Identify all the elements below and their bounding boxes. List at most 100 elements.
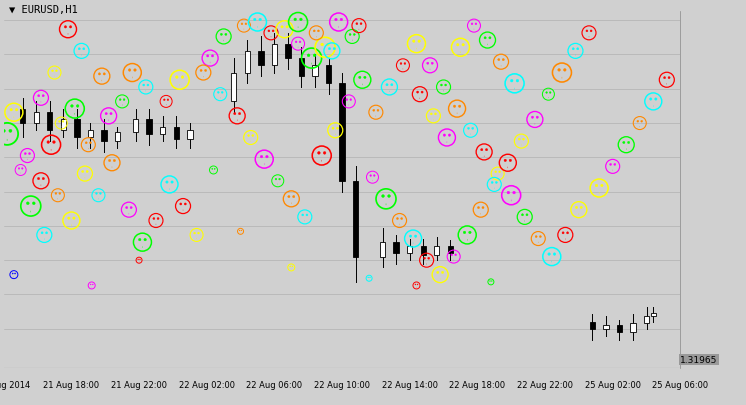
Bar [353,181,358,257]
Bar [421,246,426,255]
Ellipse shape [507,192,510,194]
Ellipse shape [167,100,169,101]
Bar [20,109,25,124]
Ellipse shape [198,232,199,234]
Ellipse shape [259,19,261,22]
Ellipse shape [288,196,290,198]
Ellipse shape [78,49,81,51]
Bar [644,316,649,324]
Ellipse shape [25,153,26,155]
Ellipse shape [601,185,603,187]
Ellipse shape [239,230,240,231]
Ellipse shape [138,259,139,260]
Ellipse shape [99,193,101,195]
Ellipse shape [286,27,288,29]
Ellipse shape [502,60,504,62]
Ellipse shape [119,99,121,101]
Ellipse shape [396,218,398,220]
Ellipse shape [47,141,49,144]
Ellipse shape [333,49,336,51]
Ellipse shape [194,232,195,234]
Ellipse shape [299,42,301,44]
Ellipse shape [32,202,35,205]
Ellipse shape [83,49,85,51]
Ellipse shape [200,70,202,72]
Ellipse shape [110,113,112,115]
Ellipse shape [68,217,70,220]
Ellipse shape [336,128,339,130]
Ellipse shape [108,160,110,162]
Bar [74,120,80,138]
Ellipse shape [211,55,213,58]
Ellipse shape [577,49,579,51]
Ellipse shape [451,254,453,256]
Ellipse shape [468,128,469,130]
Ellipse shape [207,55,209,58]
Ellipse shape [289,266,291,267]
Ellipse shape [459,106,461,108]
Ellipse shape [572,49,574,51]
Ellipse shape [477,207,480,209]
Ellipse shape [260,156,263,158]
Ellipse shape [510,160,512,162]
Ellipse shape [400,64,402,65]
Ellipse shape [370,175,372,177]
Ellipse shape [95,193,98,195]
Ellipse shape [266,156,269,158]
Bar [187,131,192,140]
Ellipse shape [346,99,348,101]
Ellipse shape [268,31,270,33]
Bar [380,243,386,257]
Ellipse shape [539,236,542,238]
Ellipse shape [222,92,223,94]
Ellipse shape [360,23,362,26]
Bar [448,246,453,254]
Ellipse shape [627,142,630,144]
Bar [160,127,166,134]
Ellipse shape [480,149,483,151]
Ellipse shape [323,152,326,155]
Ellipse shape [239,113,241,115]
Ellipse shape [522,139,524,141]
Ellipse shape [105,113,107,115]
Ellipse shape [55,70,57,72]
Ellipse shape [548,253,551,256]
Ellipse shape [254,19,256,22]
Ellipse shape [292,266,293,267]
Ellipse shape [445,85,447,87]
Bar [60,120,66,131]
Bar [101,131,107,142]
Ellipse shape [307,55,310,58]
Ellipse shape [335,19,337,22]
Bar [630,324,636,333]
Ellipse shape [563,69,566,72]
Ellipse shape [614,164,615,166]
Ellipse shape [668,77,670,79]
Ellipse shape [637,121,639,123]
Text: 25 Aug 02:00: 25 Aug 02:00 [585,380,641,390]
Ellipse shape [248,135,250,137]
Ellipse shape [386,84,388,87]
Ellipse shape [81,171,84,173]
Ellipse shape [499,171,501,173]
Ellipse shape [142,85,145,87]
Ellipse shape [272,31,274,33]
Ellipse shape [427,258,430,260]
Ellipse shape [294,19,297,21]
Ellipse shape [86,171,88,173]
Ellipse shape [163,100,165,101]
Bar [34,113,39,124]
Ellipse shape [475,24,477,26]
Ellipse shape [245,24,247,26]
Ellipse shape [64,27,66,29]
Ellipse shape [526,214,528,216]
Ellipse shape [535,236,537,238]
Ellipse shape [204,70,207,72]
Ellipse shape [431,63,433,65]
Ellipse shape [415,284,416,285]
Ellipse shape [69,27,72,29]
Ellipse shape [184,203,186,205]
Ellipse shape [41,232,43,234]
Bar [231,73,236,102]
Ellipse shape [55,193,57,195]
